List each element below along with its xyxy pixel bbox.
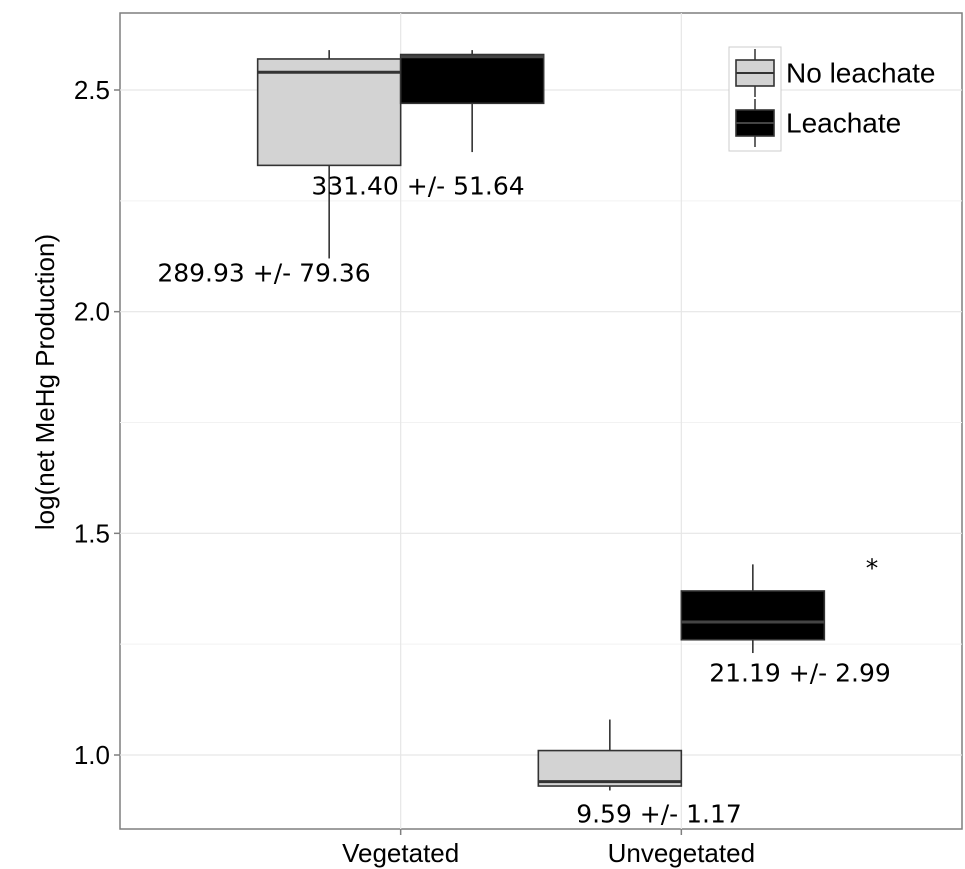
box-leachate-vegetated [399,50,545,153]
legend-item-no-leachate: No leachate [735,49,935,97]
data-label: * [866,554,879,583]
y-tick-label: 2.5 [74,75,110,105]
grid [120,13,962,829]
y-axis: 1.0 1.5 2.0 2.5 [74,75,120,770]
box-no-leachate-unvegetated [537,719,683,791]
box-no-leachate-vegetated [256,50,402,259]
x-tick-label: Vegetated [342,838,459,868]
data-label: 289.93 +/- 79.36 [157,259,370,288]
data-label: 9.59 +/- 1.17 [576,800,742,829]
legend-label: Leachate [786,108,901,139]
y-tick-label: 2.0 [74,297,110,327]
box-iqr [680,590,826,641]
data-label: 21.19 +/- 2.99 [709,659,891,688]
y-axis-title: log(net MeHg Production) [30,234,60,530]
data-label: 331.40 +/- 51.64 [311,172,524,201]
x-tick-label: Unvegetated [608,838,755,868]
annotations: 289.93 +/- 79.36 331.40 +/- 51.64 9.59 +/-… [157,172,890,829]
box-iqr [399,53,545,105]
legend-item-leachate: Leachate [735,99,901,147]
y-tick-label: 1.0 [74,740,110,770]
y-tick-label: 1.5 [74,518,110,548]
box-plots [256,50,826,791]
x-axis: Vegetated Unvegetated [342,829,755,868]
box-iqr [256,58,402,167]
box-leachate-unvegetated [680,564,826,654]
legend-label: No leachate [786,58,935,89]
legend: No leachate Leachate [728,46,935,152]
